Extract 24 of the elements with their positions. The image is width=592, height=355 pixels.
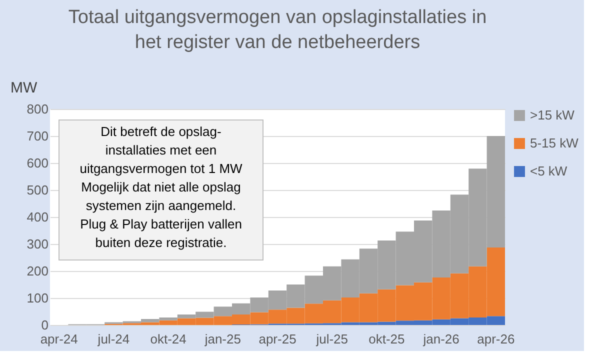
y-axis-title: MW bbox=[10, 80, 38, 96]
x-tick-label: jul-25 bbox=[315, 332, 348, 346]
y-tick-label: 200 bbox=[26, 264, 48, 278]
x-tick-label: apr-25 bbox=[258, 332, 296, 346]
y-tick-label: 100 bbox=[26, 290, 48, 306]
legend-label: >15 kW bbox=[530, 108, 576, 122]
x-tick-label: apr-26 bbox=[477, 332, 515, 346]
chart-title: Totaal uitgangsvermogen van opslaginstallaties in het register van de netbeheerders bbox=[68, 7, 487, 53]
y-tick-label: 800 bbox=[26, 102, 48, 116]
legend-label: 5-15 kW bbox=[530, 136, 580, 150]
y-tick-label: 700 bbox=[26, 128, 48, 144]
x-tick-label: okt-24 bbox=[150, 332, 186, 346]
x-tick-label: jul-24 bbox=[96, 332, 130, 346]
y-tick-label: 500 bbox=[26, 182, 48, 198]
x-tick-label: jan-25 bbox=[204, 332, 241, 346]
x-tick-label: jan-26 bbox=[422, 332, 460, 346]
y-tick-label: 0 bbox=[41, 318, 48, 332]
y-tick-label: 300 bbox=[26, 236, 48, 252]
y-tick-label: 600 bbox=[26, 156, 48, 170]
x-tick-label: apr-24 bbox=[40, 332, 78, 346]
y-tick-label: 400 bbox=[26, 210, 48, 224]
annotation: Dit betreft de opslag- installaties met een uitgangsvermogen tot 1 MW Mogelijk dat niet alle opslag systemen zijn aangemeld. Plug & Play batterijen vallen buiten deze registratie. bbox=[80, 124, 244, 250]
legend-label: <5 kW bbox=[530, 164, 568, 178]
x-tick-label: okt-25 bbox=[368, 332, 405, 346]
